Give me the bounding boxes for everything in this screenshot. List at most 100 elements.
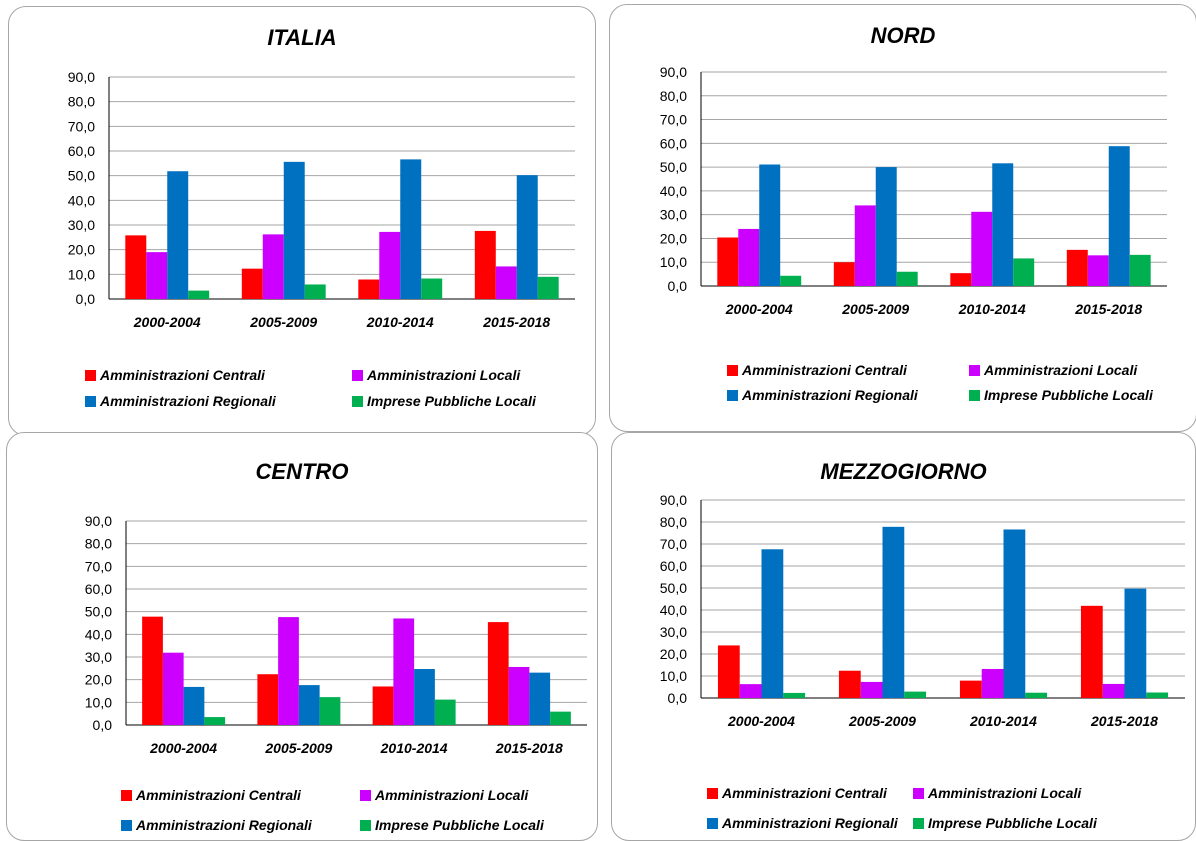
- bar: [414, 669, 435, 725]
- bar: [319, 697, 341, 725]
- legend-label: Imprese Pubbliche Locali: [928, 815, 1097, 831]
- bar: [1129, 254, 1151, 286]
- legend-item: Amministrazioni Centrali: [85, 367, 265, 383]
- bar: [508, 666, 530, 725]
- y-tick-label: 0,0: [76, 291, 96, 307]
- legend-label: Imprese Pubbliche Locali: [367, 393, 536, 409]
- legend-item: Amministrazioni Locali: [969, 362, 1137, 378]
- legend-swatch: [121, 819, 132, 831]
- bar: [739, 684, 762, 698]
- y-tick-label: 10,0: [660, 668, 687, 684]
- bar: [262, 234, 284, 299]
- bar: [1124, 588, 1147, 698]
- bar: [304, 284, 326, 299]
- legend-label: Amministrazioni Regionali: [722, 815, 898, 831]
- bar: [188, 290, 210, 299]
- legend-label: Amministrazioni Centrali: [100, 367, 265, 383]
- bar: [125, 235, 147, 299]
- legend-swatch: [352, 369, 363, 381]
- y-tick-label: 50,0: [68, 168, 95, 184]
- y-tick-label: 80,0: [68, 94, 95, 110]
- legend-item: Imprese Pubbliche Locali: [913, 815, 1097, 831]
- legend-item: Amministrazioni Centrali: [121, 787, 301, 803]
- bar: [474, 230, 496, 299]
- bar: [717, 645, 740, 698]
- bar: [1025, 692, 1048, 698]
- bar: [550, 711, 571, 725]
- bar: [1080, 605, 1103, 698]
- bar-chart-italia: 0,0 10,0 20,0 30,0 40,0 50,0 60,0 70,0 80,0 90,0 2…: [68, 69, 575, 330]
- y-tick-label: 80,0: [660, 88, 687, 104]
- legend-item: Imprese Pubbliche Locali: [969, 387, 1153, 403]
- y-tick-label: 30,0: [660, 624, 687, 640]
- bar: [854, 205, 876, 286]
- legend-swatch: [352, 395, 363, 407]
- y-tick-label: 10,0: [660, 254, 687, 270]
- legend-item: Amministrazioni Locali: [360, 787, 528, 803]
- bar: [487, 622, 509, 725]
- bar: [241, 268, 263, 299]
- legend-item: Imprese Pubbliche Locali: [352, 393, 536, 409]
- legend-swatch: [707, 787, 718, 799]
- y-tick-label: 60,0: [85, 581, 112, 597]
- bar: [971, 211, 993, 286]
- y-tick-label: 50,0: [85, 604, 112, 620]
- y-tick-label: 90,0: [68, 69, 95, 85]
- chart-title: ITALIA: [267, 25, 337, 50]
- y-tick-label: 40,0: [660, 602, 687, 618]
- bar: [1066, 249, 1088, 286]
- x-tick-label: 2000-2004: [149, 740, 217, 756]
- legend-label: Amministrazioni Locali: [984, 362, 1138, 378]
- bar: [875, 167, 897, 286]
- chart-title: MEZZOGIORNO: [820, 459, 987, 484]
- bar: [838, 670, 861, 698]
- y-tick-label: 90,0: [660, 492, 687, 508]
- y-tick-label: 0,0: [93, 717, 113, 733]
- bar: [162, 652, 184, 725]
- x-tick-label: 2005-2009: [841, 301, 909, 317]
- legend-swatch: [969, 389, 980, 401]
- bar: [393, 618, 415, 725]
- bar: [1013, 258, 1035, 286]
- legend-swatch: [969, 364, 980, 376]
- y-tick-label: 60,0: [68, 143, 95, 159]
- bar: [516, 175, 538, 299]
- legend-label: Amministrazioni Regionali: [742, 387, 918, 403]
- bar: [780, 275, 802, 286]
- chart-panel-nord: NORD 0,0 10,0 20,0 30,0 40,0 50,0 60,0 70,0 80,0…: [609, 4, 1196, 432]
- bar: [759, 164, 781, 286]
- x-tick-label: 2015-2018: [1090, 713, 1158, 729]
- bar: [283, 161, 305, 299]
- x-tick-label: 2005-2009: [848, 713, 916, 729]
- y-tick-label: 40,0: [660, 183, 687, 199]
- chart-panel-italia: ITALIA 0,0 10,0 20,0 30,0 40,0 50,0 60,0 70,0 80…: [8, 6, 596, 436]
- y-tick-label: 80,0: [660, 514, 687, 530]
- bar: [495, 266, 517, 299]
- y-tick-label: 20,0: [660, 646, 687, 662]
- bar: [298, 685, 320, 725]
- y-tick-label: 20,0: [85, 672, 112, 688]
- legend-label: Amministrazioni Locali: [928, 785, 1082, 801]
- legend-label: Amministrazioni Locali: [367, 367, 521, 383]
- y-tick-label: 0,0: [668, 278, 688, 294]
- bar: [761, 549, 784, 698]
- bar: [529, 672, 551, 725]
- x-tick-label: 2010-2014: [366, 314, 434, 330]
- x-tick-label: 2000-2004: [727, 713, 795, 729]
- legend-swatch: [85, 395, 96, 407]
- bar: [1003, 529, 1026, 698]
- y-tick-label: 70,0: [660, 112, 687, 128]
- bar: [1087, 255, 1109, 286]
- y-tick-label: 70,0: [68, 118, 95, 134]
- x-tick-label: 2005-2009: [264, 740, 332, 756]
- legend-item: Amministrazioni Locali: [352, 367, 520, 383]
- x-tick-label: 2010-2014: [380, 740, 448, 756]
- y-tick-label: 60,0: [660, 558, 687, 574]
- y-tick-label: 20,0: [660, 230, 687, 246]
- x-tick-label: 2000-2004: [133, 314, 201, 330]
- y-tick-label: 30,0: [660, 207, 687, 223]
- bar: [142, 616, 163, 725]
- legend-swatch: [727, 389, 738, 401]
- x-tick-label: 2015-2018: [495, 740, 563, 756]
- legend-label: Amministrazioni Regionali: [136, 817, 312, 833]
